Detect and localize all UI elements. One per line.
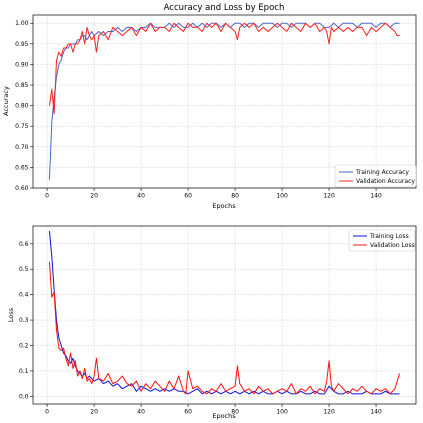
accuracy-legend: Training Accuracy Validation Accuracy	[334, 164, 417, 188]
loss-x-tick-label: 20	[90, 409, 98, 416]
accuracy-y-tick-label: 0.70	[15, 144, 29, 151]
accuracy-series	[48, 22, 400, 180]
loss-y-tick-label: 0.1	[19, 368, 29, 375]
loss-legend: Training Loss Validation Loss	[348, 229, 416, 252]
accuracy-legend-box	[334, 164, 417, 188]
legend-label-validation-accuracy: Validation Accuracy	[356, 178, 415, 185]
accuracy-x-tick-label: 20	[90, 193, 98, 200]
accuracy-panel: Accuracy and Loss by Epoch 0 20 40 60 80 100 1…	[2, 3, 417, 210]
loss-x-tick-label: 80	[231, 409, 239, 416]
accuracy-x-tick-label: 0	[45, 193, 49, 200]
accuracy-y-tick-label: 0.60	[15, 185, 29, 192]
accuracy-x-label: Epochs	[212, 202, 236, 210]
loss-x-tick-label: 140	[370, 409, 382, 416]
loss-x-tick-label: 0	[45, 409, 49, 416]
loss-y-tick-label: 0.5	[19, 266, 29, 273]
legend-label-training-accuracy: Training Accuracy	[355, 169, 409, 176]
accuracy-y-tick-label: 0.85	[15, 82, 29, 89]
loss-x-tick-label: 100	[276, 409, 288, 416]
accuracy-grid	[33, 15, 416, 189]
loss-y-label: Loss	[7, 307, 15, 322]
accuracy-y-tick-label: 1.00	[15, 20, 29, 27]
accuracy-ticks: 0 20 40 60 80 100 120 140 0.60 0.65 0.70 0.75 0.80 0.…	[15, 20, 382, 199]
accuracy-y-tick-label: 0.65	[15, 164, 29, 171]
loss-x-tick-label: 120	[323, 409, 335, 416]
loss-y-tick-label: 0.0	[19, 393, 29, 400]
series-line-training-accuracy	[48, 22, 400, 180]
loss-y-tick-label: 0.3	[19, 317, 29, 324]
accuracy-y-tick-label: 0.75	[15, 123, 29, 130]
loss-grid	[33, 226, 416, 404]
series-line-validation-accuracy	[48, 22, 400, 115]
accuracy-x-tick-label: 100	[276, 193, 288, 200]
series-line-validation-loss	[48, 261, 401, 395]
legend-label-validation-loss: Validation Loss	[370, 242, 415, 249]
loss-x-label: Epochs	[212, 412, 236, 420]
loss-panel: 0 20 40 60 80 100 120 1400.00.10.20.30.40.50.6 …	[7, 225, 417, 420]
legend-label-training-loss: Training Loss	[369, 233, 409, 240]
loss-y-tick-label: 0.4	[19, 292, 29, 299]
accuracy-x-tick-label: 40	[137, 193, 145, 200]
loss-y-tick-label: 0.2	[19, 343, 29, 350]
loss-legend-box	[348, 229, 416, 252]
loss-x-tick-label: 40	[137, 409, 145, 416]
accuracy-x-tick-label: 60	[184, 193, 192, 200]
loss-axes-frame	[32, 225, 417, 405]
chart-title: Accuracy and Loss by Epoch	[164, 3, 285, 13]
accuracy-y-tick-label: 0.90	[15, 61, 29, 68]
accuracy-x-tick-label: 80	[231, 193, 239, 200]
accuracy-y-tick-label: 0.80	[15, 103, 29, 110]
accuracy-axes-frame	[32, 14, 417, 189]
loss-x-tick-label: 60	[184, 409, 192, 416]
accuracy-x-tick-label: 120	[323, 193, 335, 200]
accuracy-y-label: Accuracy	[2, 86, 10, 116]
loss-ticks: 0 20 40 60 80 100 120 140 0.0 0.1 0.2 0.3 0.4 0.5 0.6	[19, 241, 382, 416]
loss-y-tick-label: 0.6	[19, 241, 29, 248]
accuracy-x-tick-label: 140	[370, 193, 382, 200]
accuracy-y-tick-label: 0.95	[15, 41, 29, 48]
loss-series	[48, 231, 401, 395]
